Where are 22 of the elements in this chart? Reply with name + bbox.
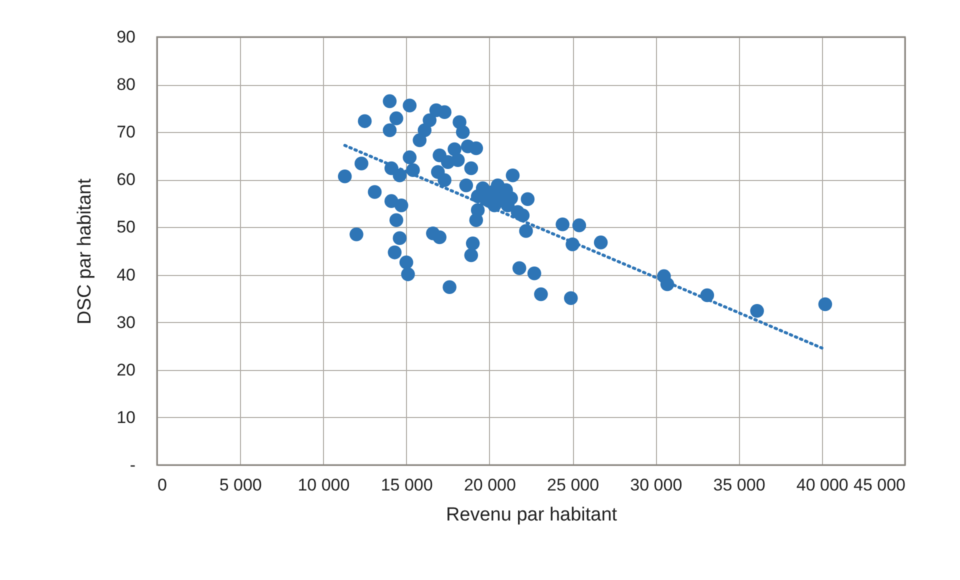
y-tick-label: 40 [116,265,136,284]
x-axis-title: Revenu par habitant [446,504,618,526]
x-tick-label: 40 000 [796,476,848,494]
y-tick-label: - [130,456,136,474]
x-tick-label: 30 000 [630,476,682,494]
x-tick-label: 10 000 [298,476,350,494]
y-tick-label: 50 [116,218,136,237]
y-tick-label: 60 [116,170,136,190]
y-tick-label: 70 [116,122,136,142]
y-tick-label: 20 [116,360,136,380]
x-tick-label: 5 000 [219,476,262,494]
x-tick-label: 20 000 [464,476,516,494]
y-tick-label: 10 [116,408,136,427]
y-tick-label: 90 [116,28,136,46]
x-tick-label: 15 000 [380,476,433,494]
x-tick-label: 0 [158,476,167,494]
x-tick-label: 45 000 [854,476,906,494]
x-tick-label: 25 000 [547,476,600,494]
y-tick-label: 80 [116,75,136,94]
y-tick-label: 30 [116,312,136,332]
x-tick-label: 35 000 [713,476,766,494]
y-axis-title: DSC par habitant [74,178,96,324]
